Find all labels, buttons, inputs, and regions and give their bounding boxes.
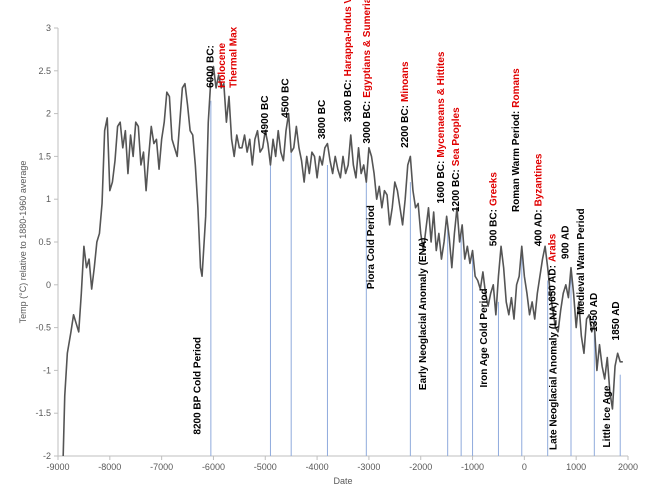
annotation-part: 1600 BC: xyxy=(436,161,447,204)
annotation: 1850 AD xyxy=(611,301,622,340)
x-axis-title: Date xyxy=(333,476,352,486)
annotation: 2200 BC: Minoans xyxy=(400,61,411,148)
x-tick-label: -4000 xyxy=(306,462,329,472)
annotation-part: Thermal Max xyxy=(228,26,239,88)
annotation-part: 3000 BC: xyxy=(362,101,373,144)
annotation: Iron Age Cold Period xyxy=(479,288,490,387)
y-tick-label: 2 xyxy=(46,109,51,119)
annotation-part: 4500 BC xyxy=(281,78,292,117)
annotation: 4900 BC xyxy=(260,96,271,135)
y-tick-label: 3 xyxy=(46,23,51,33)
y-tick-label: -1.5 xyxy=(35,408,51,418)
annotation-part: Greeks xyxy=(488,172,499,206)
annotation-part: 500 BC: xyxy=(488,209,499,246)
annotation-part: 6000 BC: xyxy=(205,45,216,88)
annotation: Little Ice Age xyxy=(602,385,613,447)
annotation-part: 1350 AD xyxy=(589,293,600,332)
annotation: Medieval Warm Period xyxy=(576,208,587,314)
annotation-part: 1200 BC: xyxy=(451,169,462,212)
x-tick-label: -5000 xyxy=(254,462,277,472)
annotation: 1600 BC: Mycenaeans & Hittites xyxy=(436,51,447,203)
annotation: 900 AD xyxy=(560,226,571,260)
annotation-part: 3800 BC xyxy=(317,100,328,139)
y-tick-label: 2.5 xyxy=(38,66,51,76)
annotation-part: Roman Warm Period: xyxy=(511,111,522,212)
annotation-part: Harappa-Indus Valley xyxy=(343,0,354,76)
annotation: 8200 BP Cold Period xyxy=(193,337,204,435)
temperature-line xyxy=(62,65,623,457)
annotation-part: Early Neoglacial Anomaly (ENA) xyxy=(418,238,429,390)
y-tick-label: 1.5 xyxy=(38,151,51,161)
annotation-part: Holocene xyxy=(217,42,228,87)
annotation-part: Iron Age Cold Period xyxy=(479,288,490,387)
y-tick-label: -0.5 xyxy=(35,323,51,333)
annotation: 3300 BC: Harappa-Indus Valley xyxy=(343,0,354,122)
annotation-part: 3300 BC: xyxy=(343,79,354,122)
annotation-part: Piora Cold Period xyxy=(366,205,377,289)
annotation-part: 1850 AD xyxy=(611,301,622,340)
annotation: 400 AD: Byzantines xyxy=(533,153,544,246)
annotation-part: 8200 BP Cold Period xyxy=(193,337,204,435)
y-tick-label: -1 xyxy=(43,365,51,375)
annotation-part: Little Ice Age xyxy=(602,385,613,447)
annotation: 4500 BC xyxy=(281,78,292,117)
y-tick-label: 1 xyxy=(46,194,51,204)
x-tick-label: -9000 xyxy=(46,462,69,472)
annotation-part: 4900 BC xyxy=(260,96,271,135)
y-tick-label: -2 xyxy=(43,451,51,461)
annotation: Roman Warm Period: Romans xyxy=(511,68,522,212)
y-axis-title: Temp (°C) relative to 1880-1960 average xyxy=(18,161,28,324)
y-tick-label: 0.5 xyxy=(38,237,51,247)
annotation-part: Medieval Warm Period xyxy=(576,208,587,314)
annotation-part: Mycenaeans & Hittites xyxy=(436,51,447,158)
x-tick-label: 2000 xyxy=(618,462,638,472)
x-tick-label: -2000 xyxy=(409,462,432,472)
x-tick-label: -6000 xyxy=(202,462,225,472)
annotation: Early Neoglacial Anomaly (ENA) xyxy=(418,238,429,390)
annotation: 3000 BC: Egyptians & Sumerians xyxy=(362,0,373,144)
annotation-part: 900 AD xyxy=(560,226,571,260)
annotation-part: Byzantines xyxy=(533,153,544,206)
annotation: Late Neoglacial Anomaly (LNA) xyxy=(548,302,559,450)
y-tick-label: 0 xyxy=(46,280,51,290)
annotation: 650 AD: Arabs xyxy=(547,233,558,302)
x-tick-label: -1000 xyxy=(461,462,484,472)
annotation: 3800 BC xyxy=(317,100,328,139)
annotation-part: Arabs xyxy=(547,233,558,262)
annotation: 6000 BC:HoloceneThermal Max xyxy=(205,26,239,88)
annotation-part: Sea Peoples xyxy=(451,107,462,166)
annotation-part: Late Neoglacial Anomaly (LNA) xyxy=(548,302,559,450)
x-tick-label: 1000 xyxy=(566,462,586,472)
annotation: Piora Cold Period xyxy=(366,205,377,289)
x-tick-label: -3000 xyxy=(357,462,380,472)
annotation-part: Minoans xyxy=(400,61,411,102)
x-tick-label: 0 xyxy=(522,462,527,472)
annotation-part: Romans xyxy=(511,68,522,108)
annotation-part: 650 AD: xyxy=(547,265,558,302)
annotation-part: 400 AD: xyxy=(533,209,544,246)
annotation-part: 2200 BC: xyxy=(400,105,411,148)
annotation-part: Egyptians & Sumerians xyxy=(362,0,373,98)
annotation: 500 BC: Greeks xyxy=(488,172,499,247)
x-tick-label: -7000 xyxy=(150,462,173,472)
annotation: 1350 AD xyxy=(589,293,600,332)
annotation: 1200 BC: Sea Peoples xyxy=(451,107,462,212)
x-tick-label: -8000 xyxy=(98,462,121,472)
